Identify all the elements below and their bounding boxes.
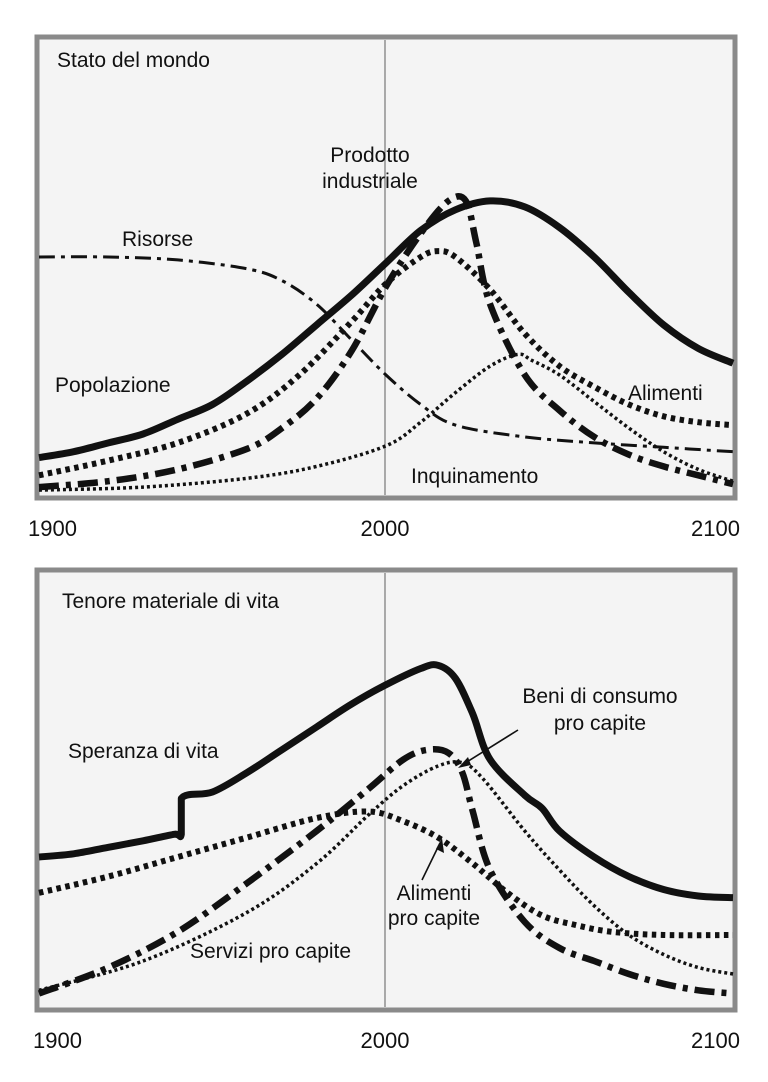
label-alimenti-pc-line2: pro capite bbox=[388, 907, 480, 930]
panel-frame bbox=[34, 567, 738, 1013]
x-tick-2100: 2100 bbox=[691, 1028, 740, 1053]
arrowhead-beni bbox=[458, 757, 471, 768]
label-alimenti: Alimenti bbox=[628, 382, 703, 405]
chart-title: Stato del mondo bbox=[57, 49, 210, 72]
series-line-alimenti bbox=[38, 248, 734, 479]
series-line-risorse bbox=[38, 255, 734, 454]
series-line-speranza-di-vita bbox=[38, 661, 734, 902]
label-risorse: Risorse bbox=[122, 228, 193, 251]
x-tick-2100: 2100 bbox=[691, 516, 740, 541]
x-tick-1900: 1900 bbox=[28, 516, 77, 541]
series-line-prodotto-industriale bbox=[38, 193, 734, 491]
series-line-alimenti-pro-capite bbox=[38, 808, 734, 939]
label-prodotto-line1: Prodotto bbox=[330, 144, 409, 167]
series-group bbox=[37, 661, 734, 997]
panel-tenore-materiale-di-vita: Tenore materiale di vita Speranza di vit… bbox=[33, 567, 740, 1053]
panel-stato-del-mondo: Stato del mondo Prodotto industriale Ris… bbox=[28, 34, 740, 541]
series-line-inquinamento bbox=[38, 352, 734, 492]
x-tick-2000: 2000 bbox=[361, 516, 410, 541]
label-beni-line1: Beni di consumo bbox=[522, 685, 677, 708]
x-tick-1900: 1900 bbox=[33, 1028, 82, 1053]
label-beni-line2: pro capite bbox=[554, 712, 646, 735]
series-line-popolazione bbox=[38, 197, 735, 462]
series-line-servizi-pro-capite bbox=[38, 760, 734, 992]
series-group bbox=[38, 193, 735, 492]
arrow-beni bbox=[461, 729, 519, 766]
series-line-beni-di-consumo-pro-capite bbox=[37, 746, 734, 997]
arrowhead-alimenti bbox=[436, 838, 444, 853]
label-servizi-pro-capite: Servizi pro capite bbox=[190, 940, 351, 963]
label-alimenti-pc-line1: Alimenti bbox=[397, 882, 472, 905]
x-tick-2000: 2000 bbox=[361, 1028, 410, 1053]
label-popolazione: Popolazione bbox=[55, 374, 171, 397]
chart-title: Tenore materiale di vita bbox=[62, 590, 279, 613]
label-prodotto-line2: industriale bbox=[322, 170, 418, 193]
label-speranza-di-vita: Speranza di vita bbox=[68, 740, 219, 763]
label-inquinamento: Inquinamento bbox=[411, 465, 538, 488]
